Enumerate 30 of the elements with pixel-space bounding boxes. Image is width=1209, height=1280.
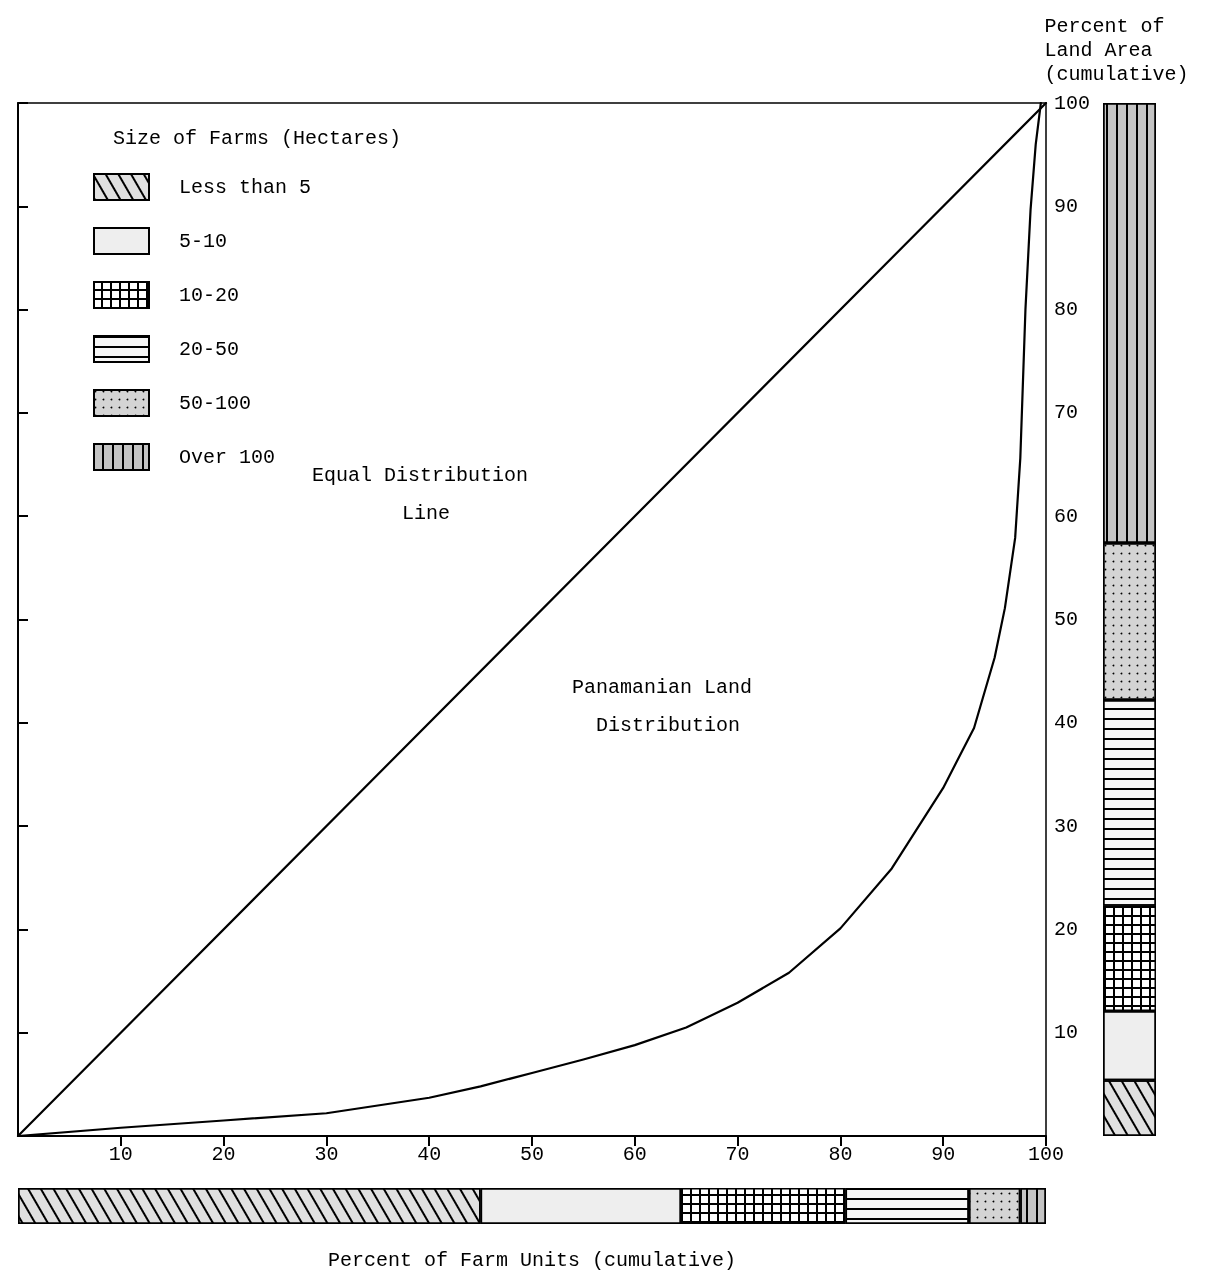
y-tick-label: 100 [1054,91,1091,115]
y-tick-label: 80 [1054,298,1079,322]
x-axis-title: Percent of Farm Units (cumulative) [327,1248,737,1272]
x-tick-label: 10 [108,1142,133,1166]
legend-label: 20-50 [179,337,240,361]
legend-label: Over 100 [179,445,276,469]
y-tick-label: 20 [1054,917,1079,941]
y-tick-label: 90 [1054,194,1079,218]
x-tick-label: 20 [211,1142,236,1166]
x-tick-label: 60 [622,1142,647,1166]
legend-label: 10-20 [179,283,240,307]
legend-label: Less than 5 [179,175,312,199]
annotation: Panamanian Land Distribution [571,675,765,737]
x-tick-label: 40 [417,1142,442,1166]
y-tick-label: 30 [1054,814,1079,838]
x-tick-label: 50 [519,1142,545,1166]
legend-label: 5-10 [179,229,228,253]
legend-title: Size of Farms (Hectares) [113,126,402,150]
x-tick-label: 30 [314,1142,339,1166]
y-tick-label: 40 [1054,711,1079,735]
y-axis-title: Percent of Land Area (cumulative) [1044,14,1189,86]
y-tick-label: 10 [1054,1021,1079,1045]
y-tick-label: 70 [1054,401,1079,425]
x-tick-label: 70 [725,1142,750,1166]
x-tick-label: 90 [931,1142,956,1166]
y-tick-label: 50 [1054,608,1079,631]
y-tick-label: 60 [1054,504,1079,528]
legend-label: 50-100 [179,391,252,415]
x-tick-label: 80 [828,1142,853,1166]
annotation: Equal Distribution Line [311,463,541,525]
